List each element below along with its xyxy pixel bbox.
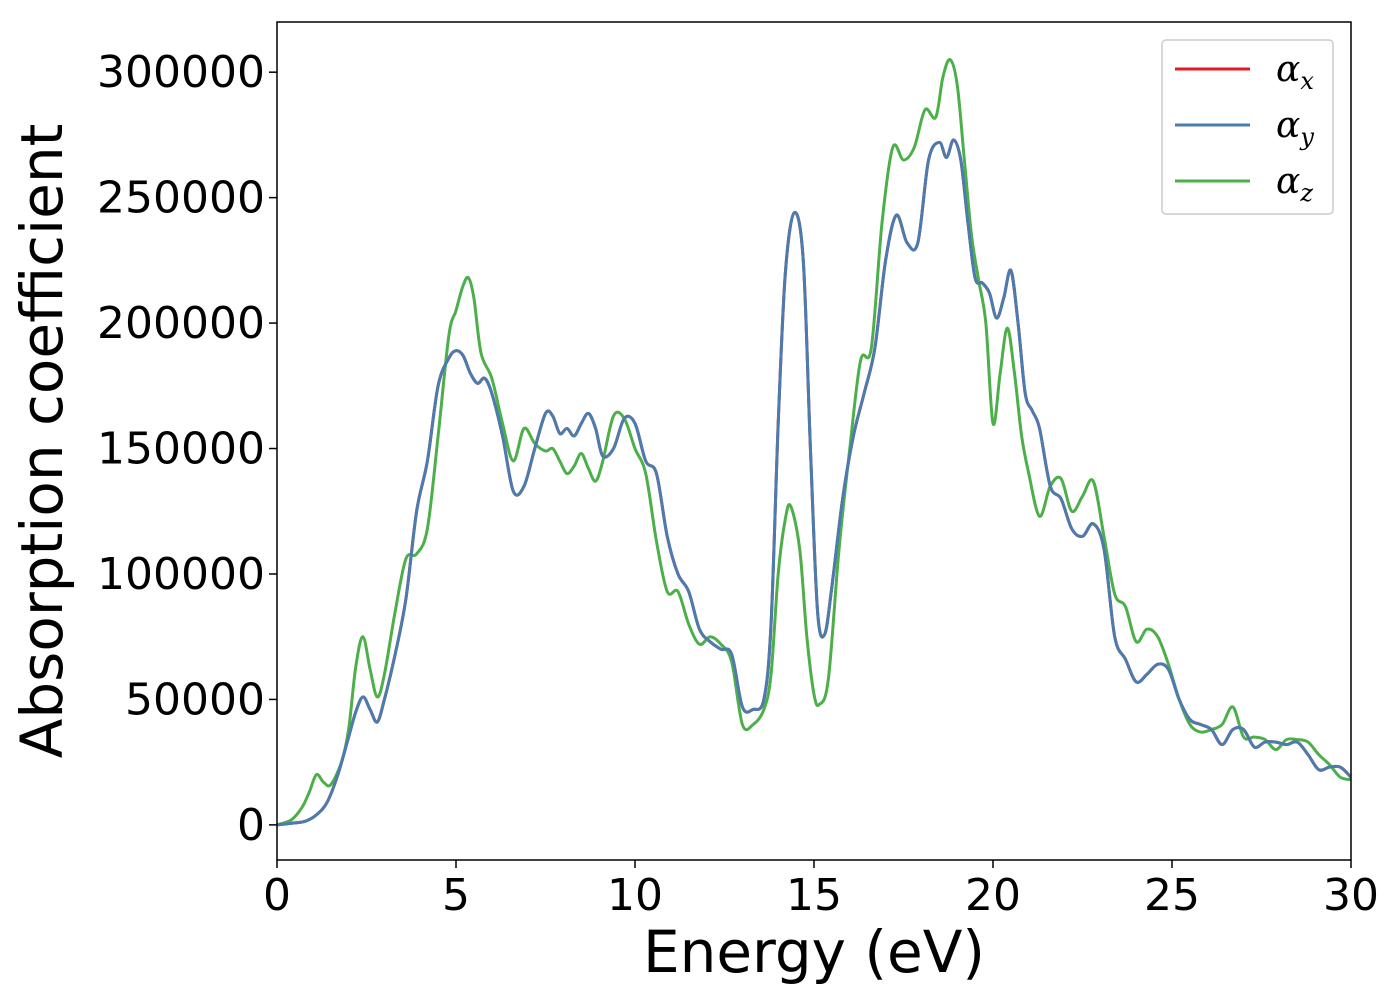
y-tick-label: 100000: [97, 549, 265, 600]
y-tick-label: 200000: [97, 298, 265, 349]
x-tick-label: 15: [786, 870, 842, 921]
series-line-y: [277, 138, 1351, 827]
y-tick-label: 150000: [97, 424, 265, 475]
x-axis: 0 5 10 15 20 25 30: [263, 860, 1379, 921]
legend-box: [1161, 39, 1334, 215]
x-tick-label: 5: [442, 870, 470, 921]
x-tick-label: 25: [1144, 870, 1200, 921]
legend-label-z: αz: [1276, 161, 1313, 207]
legend-label-x: αx: [1276, 49, 1314, 95]
x-tick-label: 10: [607, 870, 663, 921]
y-axis-title: Absorption coefficient: [8, 124, 76, 759]
y-tick-label: 300000: [97, 47, 265, 98]
series-line-z: [277, 58, 1351, 827]
legend-label-y: αy: [1276, 105, 1314, 151]
legend: αx αy αz: [1161, 39, 1334, 215]
y-tick-label: 50000: [125, 674, 265, 725]
x-tick-label: 0: [263, 870, 291, 921]
x-axis-title: Energy (eV): [643, 918, 985, 986]
series-layer: [277, 58, 1351, 827]
y-tick-label: 0: [237, 800, 265, 851]
y-axis: 0 50000 100000 150000 200000 250000 300000: [97, 47, 277, 851]
y-tick-label: 250000: [97, 173, 265, 224]
x-tick-label: 20: [965, 870, 1021, 921]
x-tick-label: 30: [1323, 870, 1379, 921]
